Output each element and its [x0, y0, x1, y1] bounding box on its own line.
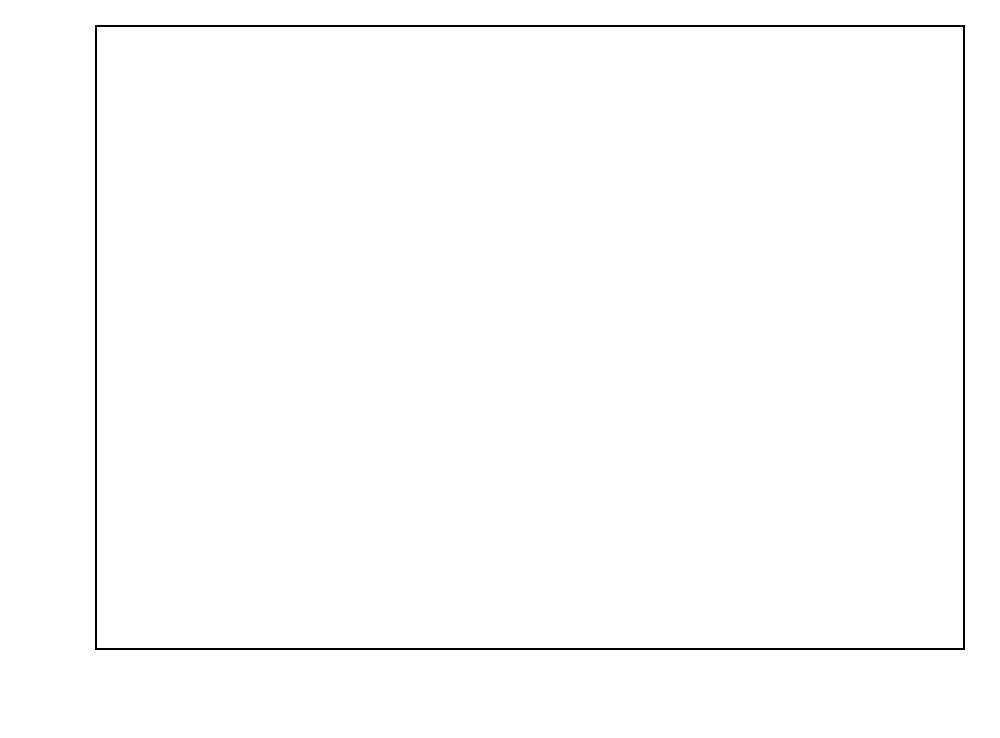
xrd-curves: [97, 27, 963, 648]
plot-area: [95, 25, 965, 650]
xrd-chart: [0, 0, 1000, 738]
